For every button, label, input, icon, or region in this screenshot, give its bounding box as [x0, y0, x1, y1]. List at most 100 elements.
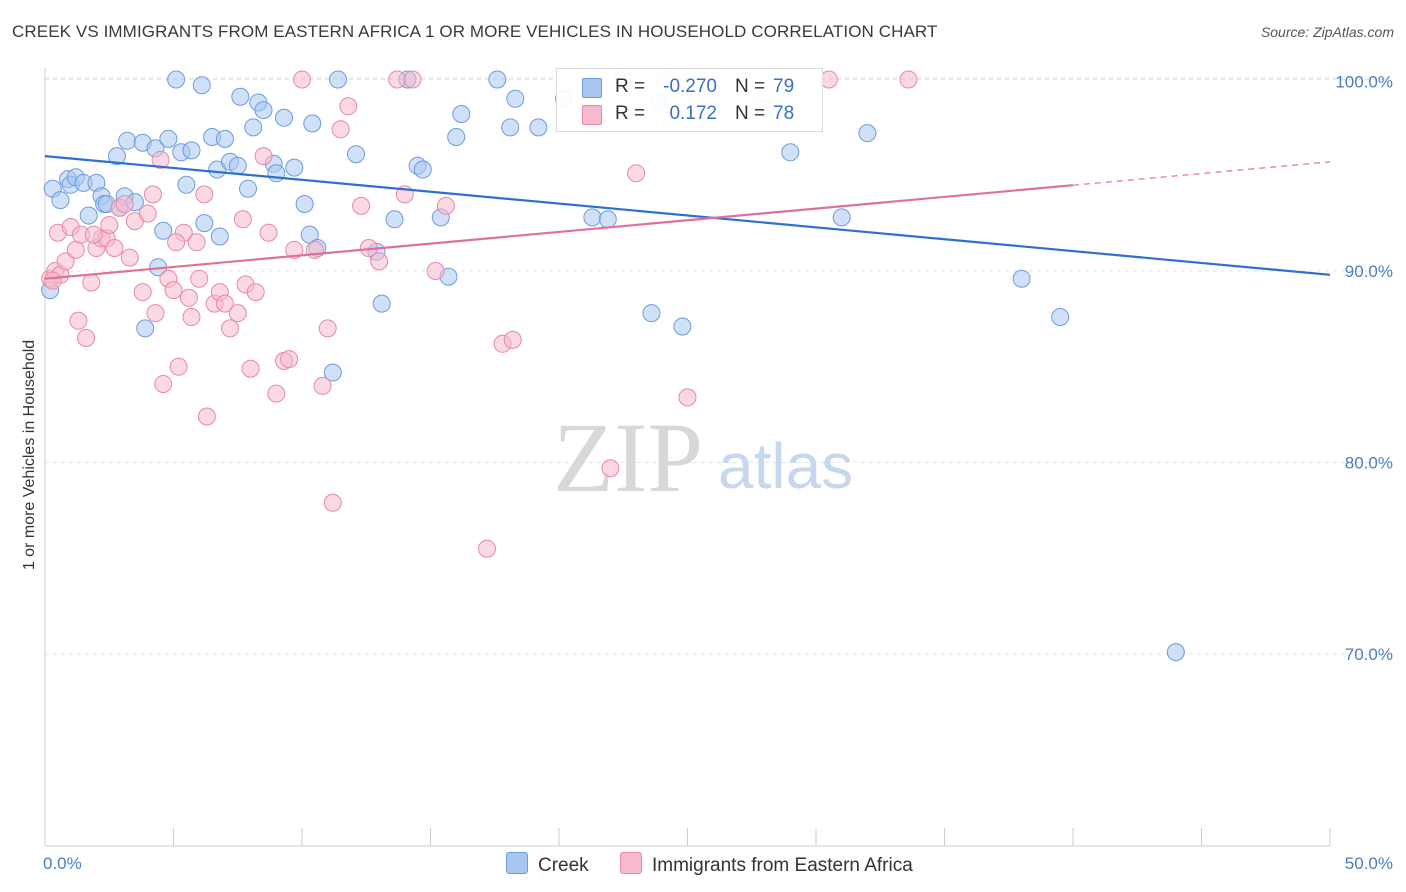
tick-labels: 70.0% 80.0% 90.0% 100.0% 0.0% 50.0%: [43, 73, 1393, 874]
eastern-africa-point: [601, 459, 620, 478]
creek-point: [1166, 643, 1185, 662]
watermark-zip: ZIP: [553, 402, 703, 513]
legend-row-creek: R = -0.270 N = 79: [557, 74, 822, 100]
eastern-africa-point: [146, 304, 165, 323]
creek-point: [858, 124, 877, 143]
creek-point: [642, 304, 661, 323]
creek-legend-label: Creek: [538, 855, 589, 876]
creek-point: [182, 141, 201, 160]
eastern-africa-point: [233, 210, 252, 229]
eastern-africa-point: [339, 97, 358, 116]
eastern-africa-point: [246, 283, 265, 302]
creek-n-label: N =: [735, 76, 766, 97]
creek-point: [447, 128, 466, 146]
eastern-africa-r-value: 0.172: [669, 103, 717, 124]
creek-point: [275, 108, 293, 127]
eastern-africa-point: [56, 252, 75, 271]
creek-point: [254, 101, 273, 120]
creek-point: [51, 191, 70, 210]
creek-point: [385, 210, 404, 229]
eastern-africa-point: [179, 288, 198, 307]
eastern-africa-trend-extension: [1072, 161, 1331, 186]
legend-item-eastern-africa[interactable]: Immigrants from Eastern Africa: [620, 852, 913, 877]
chart-title: CREEK VS IMMIGRANTS FROM EASTERN AFRICA …: [12, 22, 938, 41]
creek-r-value: -0.270: [663, 76, 717, 97]
eastern-africa-point: [323, 493, 342, 512]
creek-point: [372, 294, 391, 313]
legend-item-creek[interactable]: Creek: [506, 852, 589, 877]
x-tick-label-max: 50.0%: [1345, 854, 1393, 873]
eastern-africa-point: [66, 240, 85, 259]
eastern-africa-point: [138, 204, 157, 223]
y-tick-label: 70.0%: [1345, 645, 1393, 664]
eastern-africa-point: [403, 70, 422, 89]
creek-swatch: [582, 78, 602, 98]
eastern-africa-point: [82, 273, 101, 292]
eastern-africa-point: [627, 164, 646, 183]
creek-point: [781, 143, 800, 162]
y-tick-label: 90.0%: [1345, 262, 1393, 281]
creek-point: [501, 118, 520, 137]
eastern-africa-trend-line: [44, 184, 1074, 280]
creek-point: [1012, 269, 1031, 288]
creek-point: [347, 145, 365, 164]
creek-point: [285, 158, 304, 177]
source-credit: Source: ZipAtlas.com: [1260, 24, 1394, 40]
eastern-africa-legend-swatch: [620, 852, 642, 874]
creek-point: [79, 206, 98, 225]
creek-point: [413, 160, 432, 179]
eastern-africa-point: [115, 195, 134, 213]
creek-point: [329, 70, 347, 89]
eastern-africa-point: [280, 350, 299, 369]
eastern-africa-point: [100, 216, 119, 234]
y-tick-label: 80.0%: [1345, 454, 1393, 473]
creek-point: [832, 208, 851, 227]
creek-point: [488, 70, 507, 89]
eastern-africa-point: [228, 304, 247, 323]
creek-legend-swatch: [506, 852, 528, 874]
eastern-africa-point: [164, 281, 183, 300]
creek-point: [231, 87, 250, 106]
eastern-africa-point: [313, 376, 332, 395]
eastern-africa-point: [318, 319, 337, 338]
eastern-africa-point: [352, 196, 371, 215]
eastern-africa-point: [370, 252, 389, 271]
creek-point: [177, 175, 196, 194]
watermark: ZIP atlas: [553, 402, 853, 513]
creek-point: [244, 118, 263, 137]
eastern-africa-n-label: N =: [735, 103, 766, 124]
eastern-africa-point: [305, 240, 324, 259]
creek-point: [215, 129, 234, 148]
stats-legend: R = -0.270 N = 79 R = 0.172 N = 78: [556, 68, 823, 132]
axes: [44, 68, 1331, 847]
eastern-africa-point: [69, 311, 88, 330]
eastern-africa-point: [133, 283, 152, 302]
creek-point: [529, 118, 548, 137]
data-points: [41, 70, 1185, 662]
eastern-africa-point: [105, 239, 124, 257]
creek-point: [323, 363, 342, 382]
eastern-africa-point: [285, 240, 304, 259]
eastern-africa-point: [241, 359, 260, 378]
creek-point: [154, 221, 173, 240]
eastern-africa-point: [169, 357, 188, 376]
eastern-africa-point: [187, 233, 206, 252]
eastern-africa-point: [167, 233, 186, 252]
eastern-africa-legend-label: Immigrants from Eastern Africa: [652, 855, 913, 876]
eastern-africa-point: [267, 384, 286, 403]
creek-point: [452, 105, 471, 123]
eastern-africa-point: [215, 294, 234, 313]
creek-trend-line: [44, 155, 1331, 276]
watermark-atlas: atlas: [718, 430, 853, 502]
creek-point: [136, 319, 155, 338]
eastern-africa-point: [478, 539, 496, 558]
eastern-africa-swatch: [582, 105, 602, 125]
x-tick-label-min: 0.0%: [43, 854, 82, 873]
creek-n-value: 79: [773, 76, 795, 97]
eastern-africa-point: [120, 248, 139, 267]
eastern-africa-point: [190, 269, 209, 288]
y-tick-label: 100.0%: [1335, 73, 1393, 92]
creek-point: [598, 210, 617, 229]
creek-point: [303, 114, 322, 133]
